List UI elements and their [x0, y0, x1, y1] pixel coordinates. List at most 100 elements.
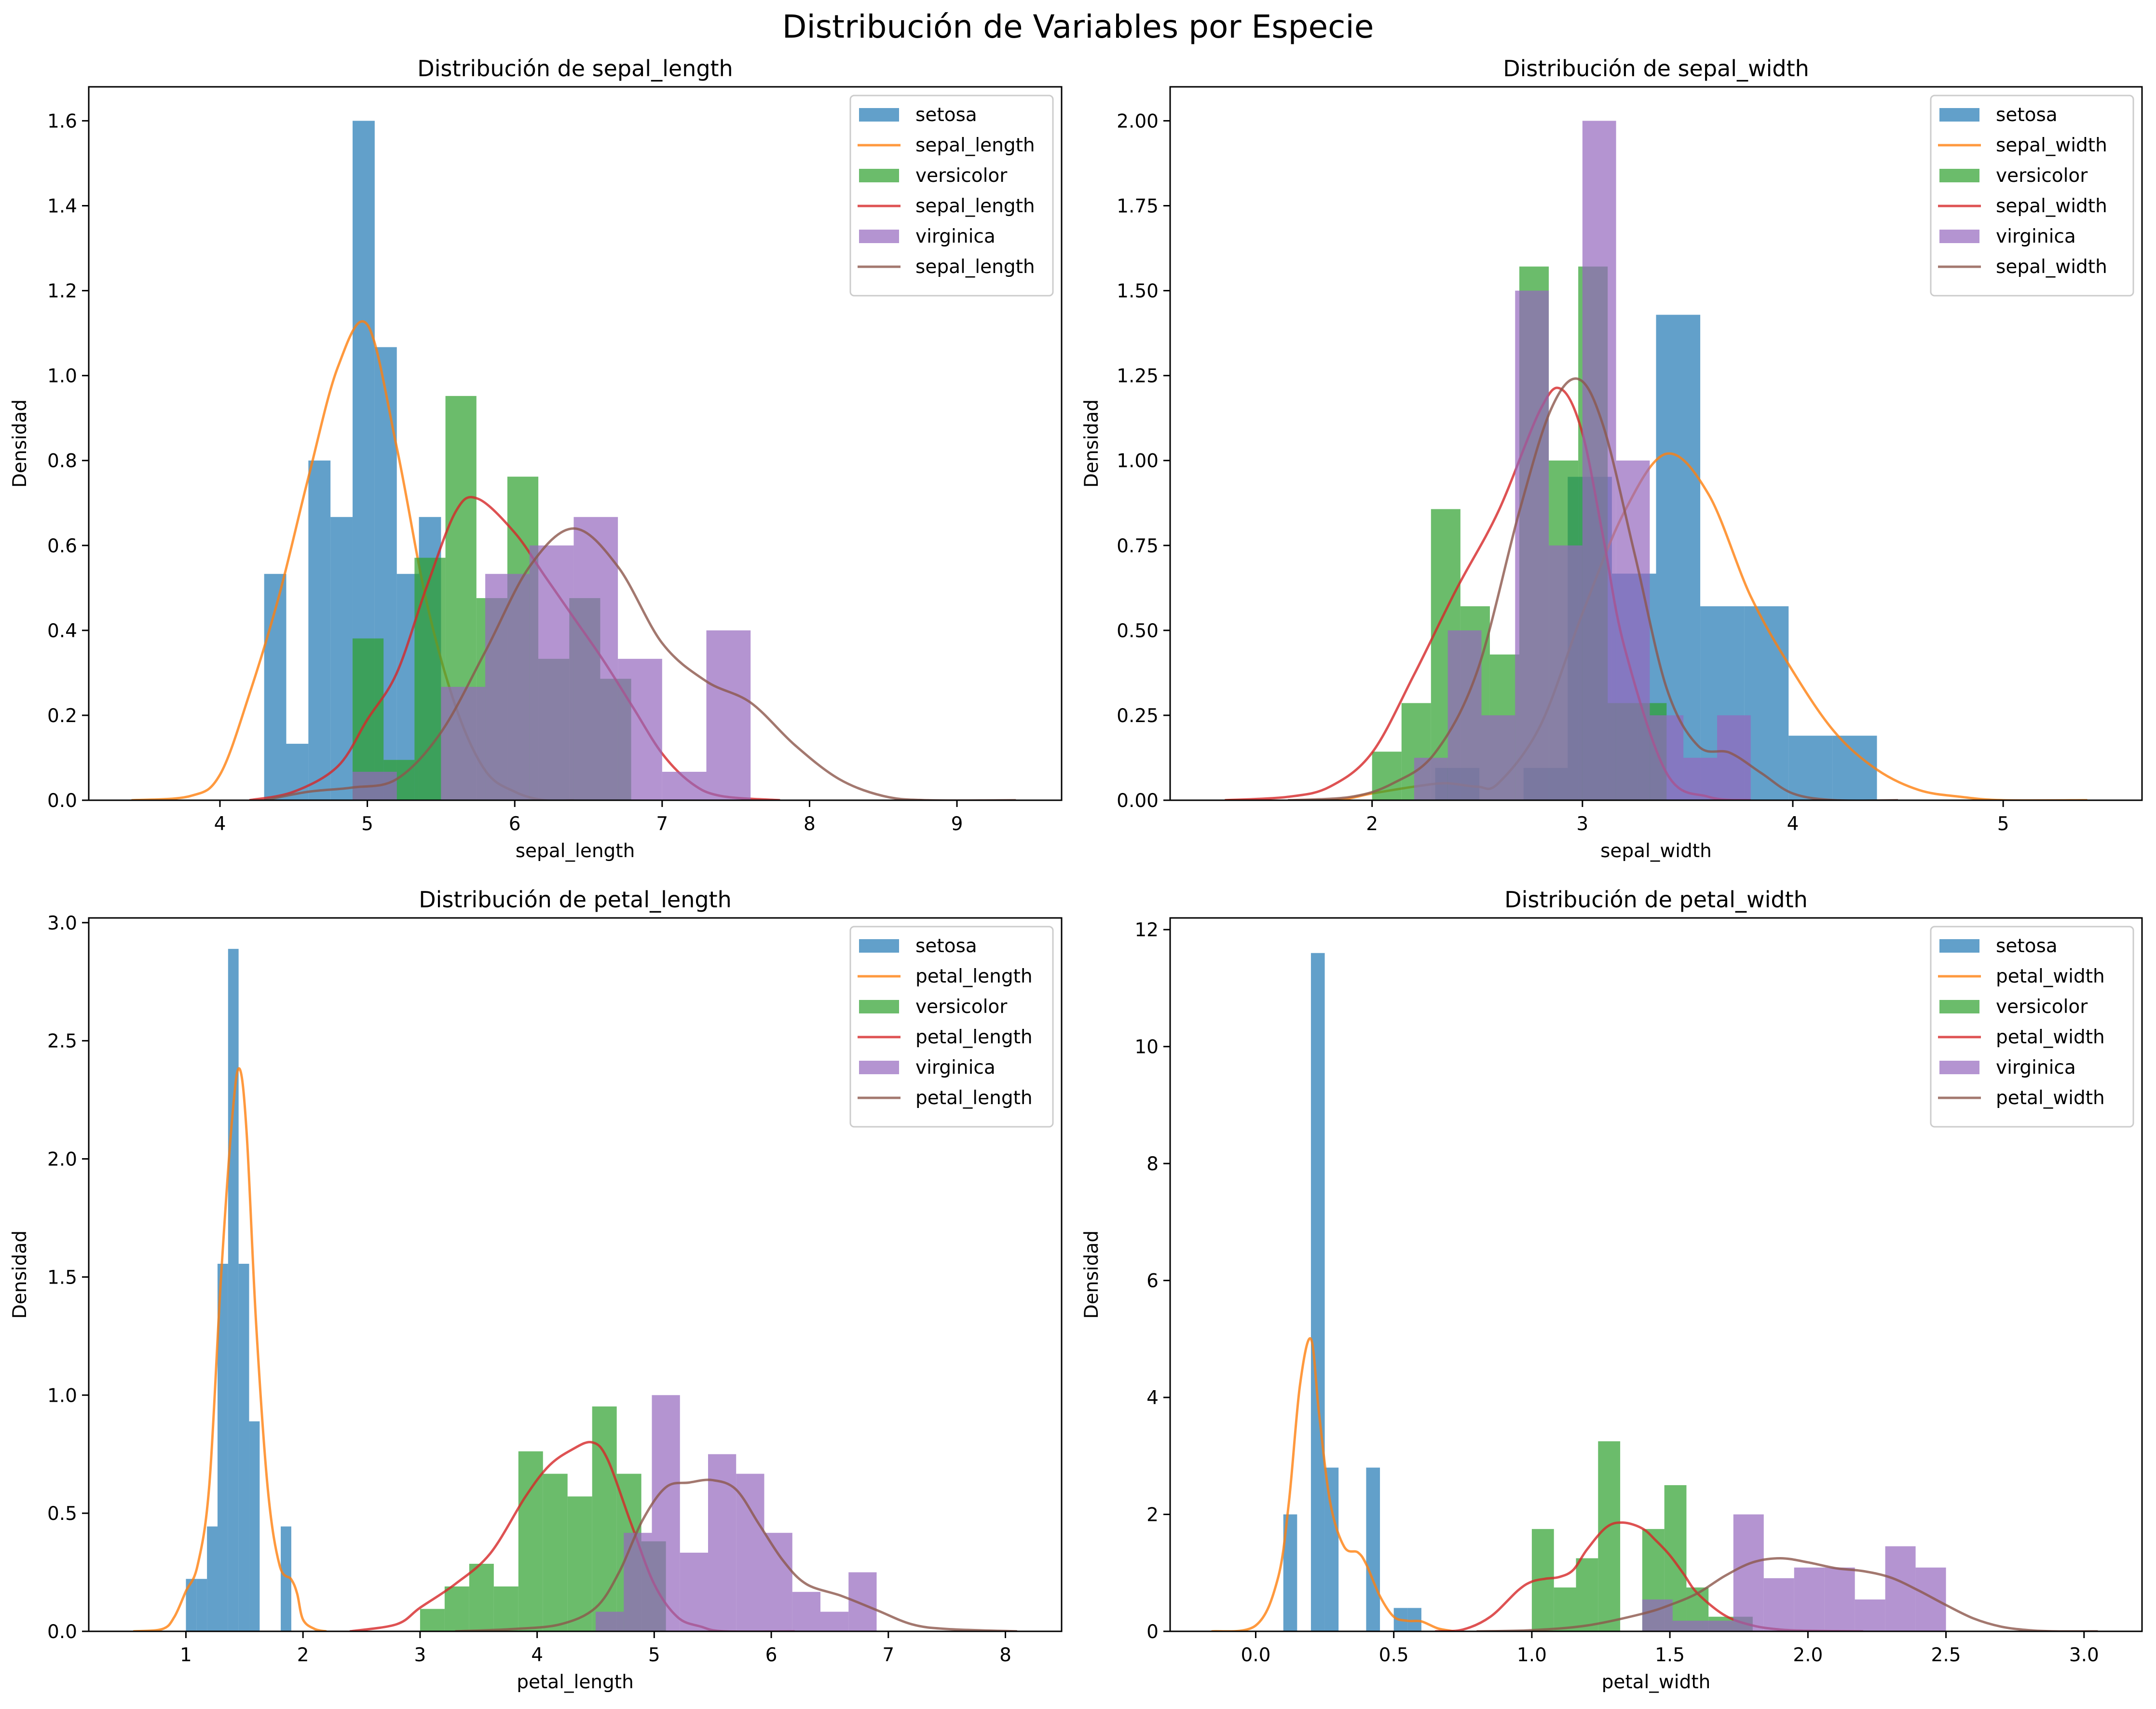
hist-bar-virginica	[792, 1592, 820, 1631]
y-tick-label: 0.50	[1117, 620, 1159, 642]
legend-swatch-setosa	[1939, 939, 1979, 953]
legend-label: sepal_length	[915, 195, 1035, 217]
hist-bar-virginica	[1549, 545, 1583, 800]
y-tick-label: 1.00	[1117, 451, 1159, 472]
figure-title: Distribución de Variables por Especie	[782, 8, 1374, 45]
legend-swatch-virginica	[1939, 1061, 1979, 1074]
y-tick-label: 1.4	[47, 196, 77, 218]
y-tick-label: 0.2	[47, 705, 77, 727]
x-tick-label: 7	[882, 1644, 894, 1666]
legend: setosa petal_length versicolor petal_length…	[849, 926, 1054, 1128]
hist-bar-virginica	[1650, 715, 1684, 800]
x-tick-label: 2.0	[1793, 1644, 1823, 1666]
y-tick-label: 1.5	[47, 1267, 77, 1288]
legend-swatch-setosa	[859, 108, 899, 122]
y-tick-label: 0.4	[47, 620, 77, 642]
y-axis-label: Densidad	[1081, 1230, 1103, 1319]
plot-area	[1225, 121, 2088, 800]
subplot-petal_width: 0.0 0.5 1.0 1.5 2.0 2.5 3.0 0 2 4 6 8 10 12 Distribuci…	[1081, 887, 2143, 1693]
hist-bar-virginica	[1915, 1567, 1946, 1631]
y-tick-label: 0.5	[47, 1503, 77, 1525]
y-tick-label: 2	[1146, 1504, 1159, 1526]
hist-bar-setosa	[196, 1579, 207, 1631]
subplot-sepal_length: 4 5 6 7 8 9 0.0 0.2 0.4 0.6 0.8 1.0 1.2 1.4 1.6 Distrib…	[9, 55, 1063, 862]
y-tick-label: 2.5	[47, 1031, 77, 1053]
y-tick-label: 0.0	[47, 1621, 77, 1643]
hist-bar-virginica	[1855, 1599, 1885, 1631]
hist-bar-virginica	[1717, 715, 1751, 800]
y-tick-label: 1.75	[1117, 196, 1159, 218]
legend-label: petal_width	[1996, 966, 2105, 987]
subplot-sepal_width: 2 3 4 5 0.00 0.25 0.50 0.75 1.00 1.25 1.50 1.75 2.00…	[1081, 55, 2143, 862]
y-tick-label: 4	[1146, 1387, 1159, 1409]
plot-area	[1211, 953, 2098, 1631]
legend-swatch-setosa	[859, 939, 899, 953]
hist-bar-setosa	[1788, 736, 1833, 800]
y-tick-label: 3.0	[47, 913, 77, 934]
hist-bar-virginica	[764, 1532, 792, 1631]
y-tick-label: 1.50	[1117, 281, 1159, 302]
y-tick-label: 12	[1134, 919, 1159, 941]
hist-bar-virginica	[1616, 460, 1650, 800]
kde-line-virginica	[1288, 377, 1898, 800]
hist-bar-versicolor	[1554, 1587, 1576, 1631]
y-tick-label: 2.0	[47, 1149, 77, 1171]
hist-bar-setosa	[186, 1579, 197, 1631]
x-axis-label: sepal_width	[1600, 840, 1712, 862]
hist-bar-virginica	[1642, 1599, 1673, 1631]
x-tick-label: 3	[1576, 813, 1588, 835]
hist-bar-versicolor	[567, 1496, 592, 1631]
hist-bar-setosa	[1744, 606, 1789, 800]
hist-bar-setosa	[1407, 1608, 1421, 1631]
x-tick-label: 5	[1997, 813, 2009, 835]
legend-frame	[1930, 95, 2134, 297]
x-axis-label: petal_width	[1602, 1671, 1711, 1693]
hist-bar-virginica	[1824, 1567, 1855, 1631]
legend-label: sepal_length	[915, 256, 1035, 278]
hist-bar-setosa	[308, 460, 331, 800]
legend-frame	[849, 926, 1054, 1128]
hist-bar-setosa	[1324, 1467, 1339, 1631]
hist-bar-versicolor	[420, 1609, 445, 1631]
axes-frame	[88, 86, 1063, 801]
hist-bar-setosa	[330, 517, 353, 800]
kde-line-setosa	[133, 1067, 327, 1631]
x-tick-label: 8	[804, 813, 816, 835]
y-axis-label: Densidad	[9, 399, 31, 488]
legend-frame	[849, 95, 1054, 297]
subplot-title: Distribución de petal_width	[1504, 887, 1808, 913]
legend-label: sepal_length	[915, 135, 1035, 156]
hist-bar-virginica	[618, 658, 662, 800]
x-tick-label: 5	[648, 1644, 660, 1666]
plot-area	[131, 121, 1016, 800]
hist-bar-virginica	[1703, 1620, 1733, 1631]
x-tick-label: 3.0	[2069, 1644, 2099, 1666]
x-tick-label: 2.5	[1931, 1644, 1961, 1666]
x-tick-label: 4	[531, 1644, 543, 1666]
y-tick-label: 1.6	[47, 110, 77, 132]
legend-label: petal_length	[915, 1087, 1033, 1109]
hist-bar-versicolor	[469, 1563, 494, 1631]
legend-label: setosa	[915, 104, 977, 126]
x-tick-label: 1	[180, 1644, 192, 1666]
legend-label: setosa	[915, 935, 977, 957]
y-tick-label: 0.0	[47, 790, 77, 812]
hist-bar-virginica	[595, 1612, 624, 1631]
legend-swatch-versicolor	[1939, 1000, 1979, 1013]
hist-bar-setosa	[1832, 736, 1877, 800]
hist-bar-setosa	[249, 1421, 260, 1631]
hist-bar-virginica	[706, 630, 751, 800]
legend-label: virginica	[915, 226, 996, 247]
x-tick-label: 4	[1787, 813, 1799, 835]
y-tick-label: 0.25	[1117, 705, 1159, 727]
y-tick-label: 0.6	[47, 535, 77, 557]
y-axis-label: Densidad	[9, 1230, 31, 1319]
hist-bar-setosa	[217, 1263, 228, 1631]
kde-line-virginica	[455, 1478, 1017, 1631]
x-tick-label: 1.0	[1517, 1644, 1547, 1666]
y-tick-label: 0	[1146, 1621, 1159, 1643]
x-axis-label: sepal_length	[516, 840, 635, 862]
hist-bar-virginica	[1447, 630, 1482, 800]
